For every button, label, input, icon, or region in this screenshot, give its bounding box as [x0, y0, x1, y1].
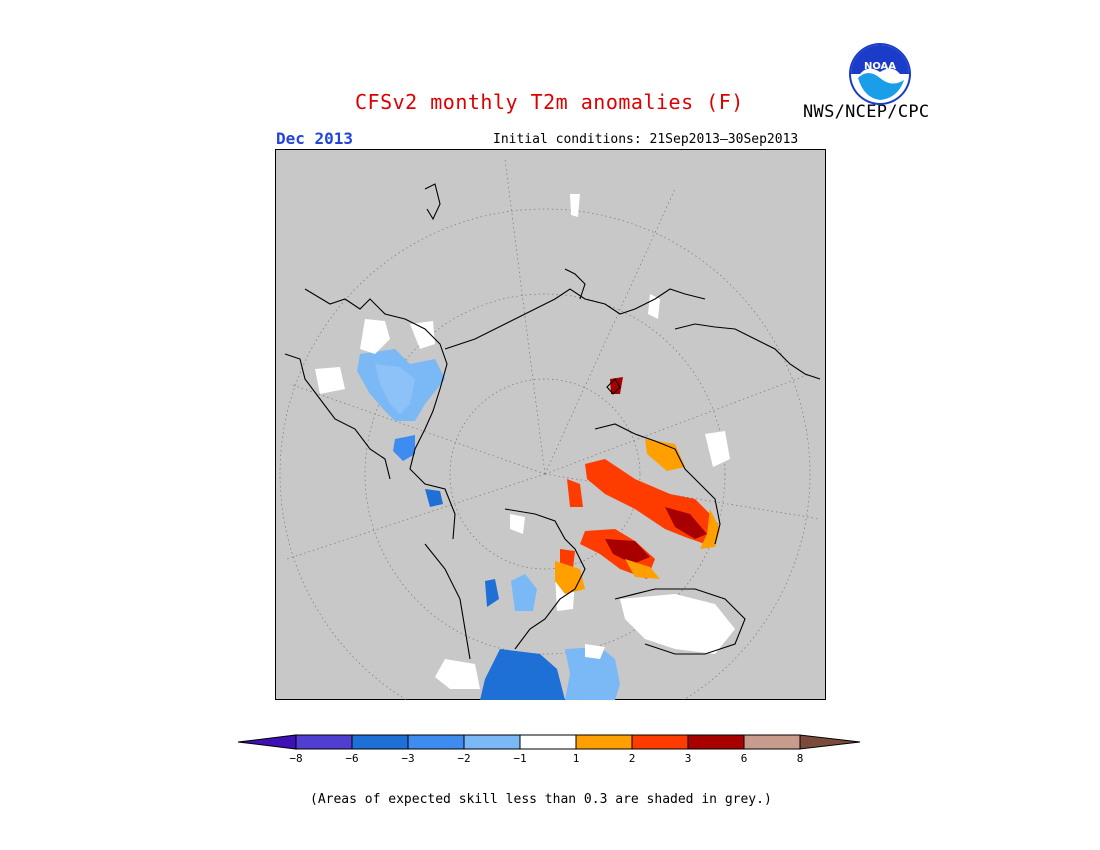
colorbar-tick: 2 [628, 752, 636, 765]
colorbar-arrow-low [238, 734, 297, 750]
agency-label: NWS/NCEP/CPC [803, 102, 930, 122]
colorbar-swatch [575, 734, 633, 750]
colorbar-swatch [631, 734, 689, 750]
coastlines [284, 183, 821, 660]
colorbar-arrow-high [799, 734, 861, 750]
colorbar-swatch [351, 734, 409, 750]
noaa-logo-icon: NOAA [849, 43, 911, 105]
colorbar-tick: 8 [796, 752, 804, 765]
colorbar-tick: −1 [513, 752, 527, 765]
colorbar-tick: −3 [401, 752, 415, 765]
colorbar-swatch [407, 734, 465, 750]
colorbar-swatch [295, 734, 353, 750]
forecast-month: Dec 2013 [276, 129, 354, 148]
colorbar-swatch [687, 734, 745, 750]
colorbar-tick: 6 [740, 752, 748, 765]
chart-title: CFSv2 monthly T2m anomalies (F) [355, 90, 744, 114]
svg-text:NOAA: NOAA [864, 61, 896, 72]
polar-anomaly-map [275, 149, 826, 700]
colorbar-swatch [463, 734, 521, 750]
colorbar-tick: −8 [289, 752, 303, 765]
colorbar-swatch [743, 734, 801, 750]
colorbar [238, 734, 861, 750]
initial-conditions: Initial conditions: 21Sep2013–30Sep2013 [493, 132, 799, 147]
colorbar-tick: 3 [684, 752, 692, 765]
warm-anomaly-areas [555, 377, 720, 594]
skill-note: (Areas of expected skill less than 0.3 a… [310, 792, 772, 807]
cold-anomaly-areas [357, 349, 620, 700]
colorbar-swatch [519, 734, 577, 750]
colorbar-tick: −2 [457, 752, 471, 765]
colorbar-tick: −6 [345, 752, 359, 765]
colorbar-tick: 1 [572, 752, 580, 765]
